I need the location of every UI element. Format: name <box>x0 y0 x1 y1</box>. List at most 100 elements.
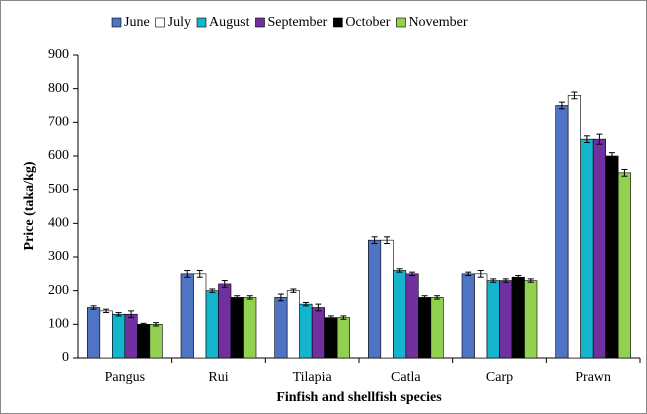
bar <box>311 307 325 359</box>
bar <box>218 283 232 359</box>
error-bar <box>90 305 97 310</box>
legend-label: June <box>124 15 150 30</box>
error-bar <box>421 295 428 300</box>
bar <box>393 270 407 359</box>
legend-swatch <box>396 17 406 28</box>
error-bar <box>384 236 391 245</box>
error-bar <box>290 288 297 293</box>
bar <box>149 324 163 359</box>
error-bar <box>277 293 284 302</box>
bar <box>511 276 525 359</box>
bar <box>499 280 513 359</box>
bar <box>555 105 569 359</box>
error-bar <box>490 278 497 283</box>
legend-swatch <box>111 17 122 28</box>
legend-label: November <box>408 15 467 30</box>
y-tick-label: 600 <box>48 148 69 163</box>
bar <box>299 303 313 359</box>
error-bar <box>465 271 472 277</box>
error-bar <box>621 168 628 177</box>
bar <box>230 297 244 359</box>
y-tick-label: 700 <box>48 115 69 130</box>
y-tick-label: 400 <box>48 216 69 231</box>
legend-swatch <box>255 17 265 28</box>
bar <box>486 280 500 359</box>
error-bar <box>434 295 441 300</box>
y-tick-label: 500 <box>48 182 69 197</box>
bar <box>336 317 350 359</box>
bar <box>137 324 151 359</box>
error-bar <box>246 295 253 300</box>
error-bar <box>153 322 160 327</box>
error-bar <box>140 322 147 326</box>
error-bar <box>608 152 615 160</box>
error-bar <box>340 315 347 320</box>
error-bar <box>583 135 590 144</box>
bar <box>605 155 619 359</box>
error-bar <box>184 269 191 278</box>
bar <box>124 313 138 359</box>
x-tick-label: Carp <box>486 370 513 385</box>
bar <box>474 273 488 359</box>
x-tick-label: Pangus <box>105 370 145 385</box>
bar <box>617 172 631 359</box>
error-bar <box>128 310 135 319</box>
error-bar <box>315 303 322 312</box>
bar <box>592 138 606 359</box>
legend-swatch <box>333 17 343 28</box>
bar <box>405 273 419 359</box>
bar <box>286 290 300 359</box>
bar <box>274 297 288 359</box>
error-bar <box>371 236 378 245</box>
x-tick-label: Catla <box>391 370 421 385</box>
legend-swatch <box>155 17 165 28</box>
y-tick-label: 100 <box>48 317 69 332</box>
x-axis-label: Finfish and shellfish species <box>276 390 442 405</box>
bar <box>461 273 475 359</box>
bar <box>324 317 338 359</box>
error-bar <box>515 275 522 280</box>
error-bar <box>196 269 203 278</box>
legend-label: October <box>345 15 390 30</box>
bar <box>87 307 101 359</box>
error-bar <box>396 268 403 273</box>
bar <box>418 297 432 359</box>
y-tick-label: 800 <box>48 81 69 96</box>
y-tick-label: 0 <box>62 350 69 365</box>
error-bar <box>209 288 216 293</box>
x-tick-label: Rui <box>208 370 228 385</box>
y-tick-label: 900 <box>48 47 69 62</box>
bar <box>205 290 219 359</box>
bar <box>524 280 538 359</box>
y-tick-label: 300 <box>48 249 69 264</box>
bar <box>380 239 394 359</box>
error-bar <box>234 295 241 300</box>
bar <box>112 313 126 359</box>
error-bar <box>115 312 122 317</box>
x-tick-label: Prawn <box>575 370 611 385</box>
bar <box>368 239 382 359</box>
legend-label: September <box>267 15 327 30</box>
error-bar <box>502 278 509 283</box>
error-bar <box>596 133 603 145</box>
legend-swatch <box>196 17 207 28</box>
y-axis-label: Price (taka/kg) <box>22 161 37 250</box>
x-tick-label: Tilapia <box>293 370 333 385</box>
bar <box>193 273 207 359</box>
error-bar <box>571 91 578 100</box>
bar <box>580 138 594 359</box>
error-bar <box>409 271 416 277</box>
y-tick-label: 200 <box>48 283 69 298</box>
bar <box>567 95 581 359</box>
bar <box>180 273 194 359</box>
error-bar <box>327 315 334 320</box>
bar <box>99 310 113 359</box>
legend-label: July <box>168 15 191 30</box>
error-bar <box>103 308 110 314</box>
bar <box>430 297 444 359</box>
error-bar <box>221 280 228 288</box>
error-bar <box>302 301 309 307</box>
error-bar <box>527 278 534 283</box>
bar <box>243 297 257 359</box>
